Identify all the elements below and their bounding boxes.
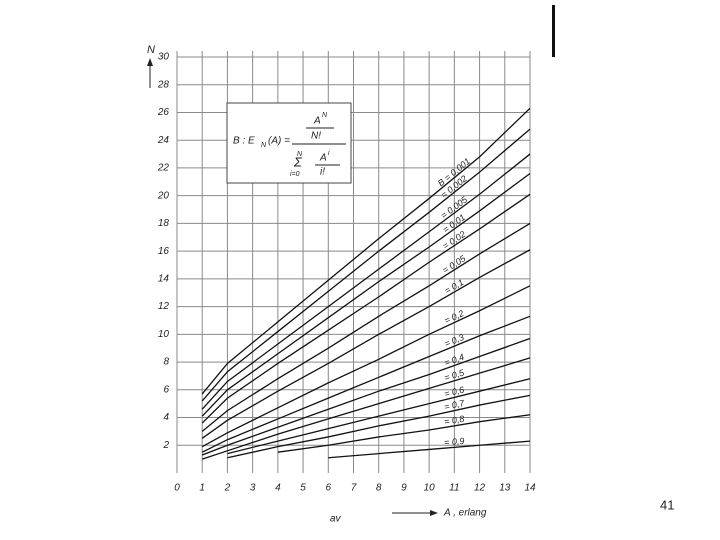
- scan-mark: [552, 5, 555, 57]
- x-tick-label: 5: [300, 483, 306, 494]
- x-tick-label: 14: [524, 483, 536, 494]
- formula-term-den: i!: [320, 167, 325, 178]
- series-line: [201, 285, 531, 448]
- series-line: [201, 172, 531, 417]
- y-tick-label: 24: [157, 135, 170, 146]
- series-line: [227, 394, 531, 459]
- series-line: [201, 315, 531, 453]
- series-line: [201, 128, 531, 402]
- series-line: [201, 249, 531, 439]
- series-line: [201, 153, 531, 410]
- x-tick-label: 4: [275, 483, 281, 494]
- formula-sum-top: N: [297, 151, 303, 158]
- formula-num: A: [313, 116, 321, 127]
- series-line: [227, 378, 531, 455]
- formula-num-den: N!: [311, 131, 321, 142]
- x-tick-label: 9: [401, 483, 407, 494]
- x-arrowhead: [430, 510, 438, 516]
- y-tick-label: 6: [163, 384, 169, 395]
- x-unit: av: [330, 514, 342, 525]
- y-tick-label: 14: [158, 274, 170, 285]
- y-axis-label: N: [147, 44, 155, 56]
- formula-box: [226, 102, 352, 184]
- formula-term-sup: i: [328, 150, 330, 157]
- y-tick-label: 8: [163, 357, 169, 368]
- y-tick-label: 30: [158, 52, 170, 63]
- y-tick-label: 26: [157, 107, 170, 118]
- y-tick-label: 28: [157, 79, 170, 90]
- formula-term: A: [319, 153, 327, 164]
- series-label: = 0,6: [443, 385, 465, 400]
- x-tick-label: 1: [199, 483, 205, 494]
- series-label: = 0,9: [444, 436, 465, 448]
- series-line: [201, 193, 531, 424]
- page-number: 41: [660, 497, 674, 512]
- x-tick-label: 7: [351, 483, 357, 494]
- x-tick-label: 6: [326, 483, 332, 494]
- x-tick-label: 11: [449, 483, 459, 494]
- formula-num-sup: N: [322, 112, 328, 119]
- x-tick-label: 12: [474, 483, 486, 494]
- plot: 0 1 2 3 4 5 6 7 8 9 10 11 12 13 1424681012141618202224…: [157, 51, 536, 494]
- y-tick-label: 22: [157, 163, 170, 174]
- x-tick-label: 10: [424, 483, 436, 494]
- y-tick-label: 10: [158, 329, 170, 340]
- y-tick-label: 18: [158, 218, 170, 229]
- formula-lhs-arg: (A) =: [268, 136, 290, 147]
- series-line: [277, 414, 531, 453]
- series-label: = 0,7: [443, 398, 466, 412]
- x-tick-label: 0: [174, 483, 180, 494]
- formula-sum: Σ: [293, 154, 303, 169]
- formula-sum-bottom: i=0: [290, 171, 300, 178]
- x-tick-label: 2: [224, 483, 231, 494]
- y-tick-label: 20: [157, 190, 170, 201]
- series-line: [202, 357, 531, 460]
- y-arrowhead: [147, 58, 153, 66]
- y-tick-label: 16: [158, 246, 170, 257]
- series-line: [328, 440, 531, 459]
- x-tick-label: 3: [250, 483, 256, 494]
- x-axis-label: A , erlang: [443, 508, 487, 519]
- series-line: [201, 222, 531, 432]
- y-tick-label: 4: [163, 412, 169, 423]
- x-tick-label: 13: [499, 483, 511, 494]
- y-tick-label: 12: [158, 301, 170, 312]
- series-line: [201, 107, 531, 395]
- series-line: [201, 337, 531, 456]
- formula-lhs: B : E: [233, 136, 255, 147]
- x-tick-label: 8: [376, 483, 382, 494]
- y-tick-label: 2: [162, 440, 169, 451]
- formula-lhs-sub: N: [261, 142, 267, 149]
- series-label: = 0,8: [443, 414, 465, 427]
